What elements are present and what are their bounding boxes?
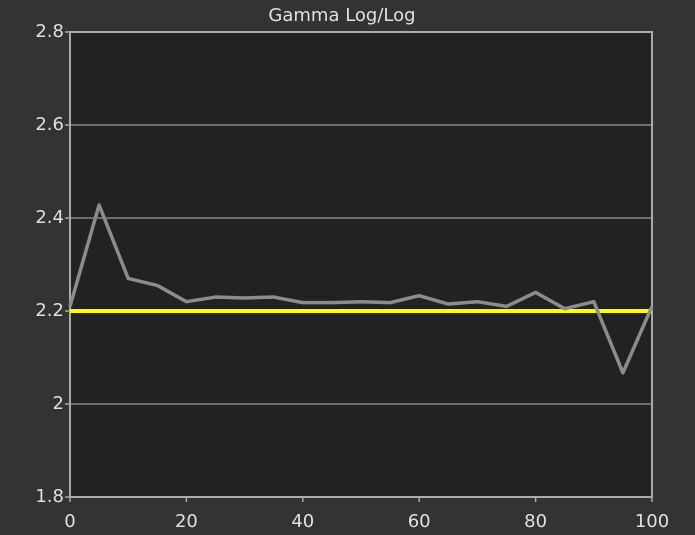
y-tick-label: 2.6	[35, 114, 64, 135]
plot-border	[69, 31, 653, 498]
y-tick-label: 2.2	[35, 300, 64, 321]
chart-title: Gamma Log/Log	[268, 5, 415, 26]
x-tick-label: 60	[408, 511, 431, 532]
y-tick-label: 2.4	[35, 207, 64, 228]
y-tick-label: 1.8	[35, 486, 64, 507]
x-tick-label: 100	[635, 511, 669, 532]
x-tick-label: 20	[175, 511, 198, 532]
y-tick-label: 2	[53, 393, 64, 414]
plot-area	[70, 32, 652, 497]
x-tick-label: 40	[291, 511, 314, 532]
y-tick-label: 2.8	[35, 21, 64, 42]
series-line	[68, 203, 654, 375]
x-tick-label: 0	[64, 511, 75, 532]
x-tick-label: 80	[524, 511, 547, 532]
